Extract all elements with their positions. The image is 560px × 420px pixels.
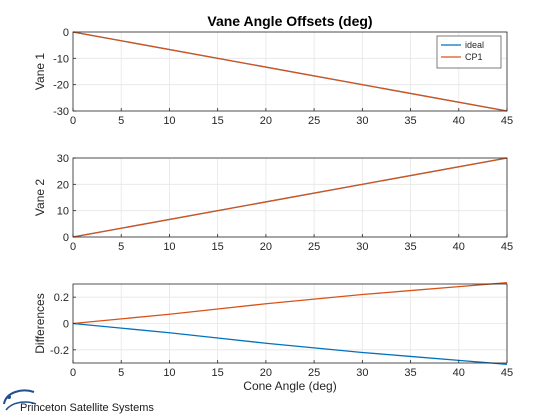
series-line-series-2 (72, 157, 508, 238)
x-tick-label: 20 (260, 367, 272, 379)
x-tick-label: 45 (501, 241, 513, 253)
y-tick-label: -20 (53, 80, 69, 92)
x-tick-label: 15 (212, 367, 224, 379)
axes-box (72, 157, 508, 238)
x-tick-label: 10 (163, 115, 175, 127)
x-tick-label: 5 (118, 115, 124, 127)
orbit-swoosh-icon (3, 389, 37, 411)
x-tick-label: 40 (453, 367, 465, 379)
x-tick-label: 5 (118, 241, 124, 253)
figure-title: Vane Angle Offsets (deg) (207, 13, 372, 29)
y-tick-label: 30 (57, 153, 69, 165)
x-axis-label: Cone Angle (deg) (243, 379, 336, 393)
logo-text: Princeton Satellite Systems (20, 402, 154, 414)
x-tick-label: 10 (163, 241, 175, 253)
x-tick-label: 25 (308, 241, 320, 253)
legend-label-CP1: CP1 (465, 52, 483, 62)
x-tick-label: 30 (356, 241, 368, 253)
x-tick-label: 20 (260, 115, 272, 127)
y-axis-label: Vane 2 (33, 179, 47, 216)
x-tick-label: 20 (260, 241, 272, 253)
x-tick-label: 35 (404, 115, 416, 127)
y-tick-label: 0.2 (54, 292, 69, 304)
axes-box (72, 31, 508, 112)
series-line-series-2 (72, 282, 508, 325)
series-line-series-1 (72, 322, 508, 365)
subplot-2: 0 5 10 15 20 25 30 35 40 45 0 10 20 30 Vane 2 (33, 153, 513, 253)
y-axis-label: Differences (33, 293, 47, 353)
legend: ideal CP1 (436, 35, 502, 69)
y-tick-label: 10 (57, 206, 69, 218)
y-tick-label: 0 (63, 27, 69, 39)
y-tick-label: -30 (53, 106, 69, 118)
x-tick-label: 35 (404, 367, 416, 379)
subplot-3: 0 5 10 15 20 25 30 35 40 45-0.200.2DifferencesCon… (33, 282, 513, 393)
x-tick-label: 40 (453, 115, 465, 127)
x-tick-label: 30 (356, 115, 368, 127)
x-tick-label: 25 (308, 115, 320, 127)
y-tick-label: 0 (63, 232, 69, 244)
y-tick-label: 0 (63, 319, 69, 331)
company-logo: Princeton Satellite Systems (3, 389, 154, 414)
x-tick-label: 45 (501, 115, 513, 127)
y-tick-label: -10 (53, 53, 69, 65)
x-tick-label: 25 (308, 367, 320, 379)
x-tick-label: 5 (118, 367, 124, 379)
subplots: 0 5 10 15 20 25 30 35 40 45 -30 -20 -10 0 Vane 1 ideal C… (33, 27, 513, 393)
x-tick-label: 30 (356, 367, 368, 379)
x-tick-label: 10 (163, 367, 175, 379)
x-tick-label: 0 (70, 241, 76, 253)
x-tick-label: 15 (212, 241, 224, 253)
y-axis-label: Vane 1 (33, 53, 47, 90)
x-tick-label: 40 (453, 241, 465, 253)
series-line-CP1 (72, 31, 508, 112)
x-tick-label: 15 (212, 115, 224, 127)
legend-label-ideal: ideal (465, 40, 484, 50)
y-tick-label: -0.2 (50, 345, 69, 357)
legend-box (436, 35, 502, 69)
x-tick-label: 0 (70, 367, 76, 379)
x-tick-label: 0 (70, 115, 76, 127)
x-tick-label: 35 (404, 241, 416, 253)
x-tick-label: 45 (501, 367, 513, 379)
subplot-1: 0 5 10 15 20 25 30 35 40 45 -30 -20 -10 0 Vane 1 ideal C… (33, 27, 513, 127)
y-tick-label: 20 (57, 179, 69, 191)
